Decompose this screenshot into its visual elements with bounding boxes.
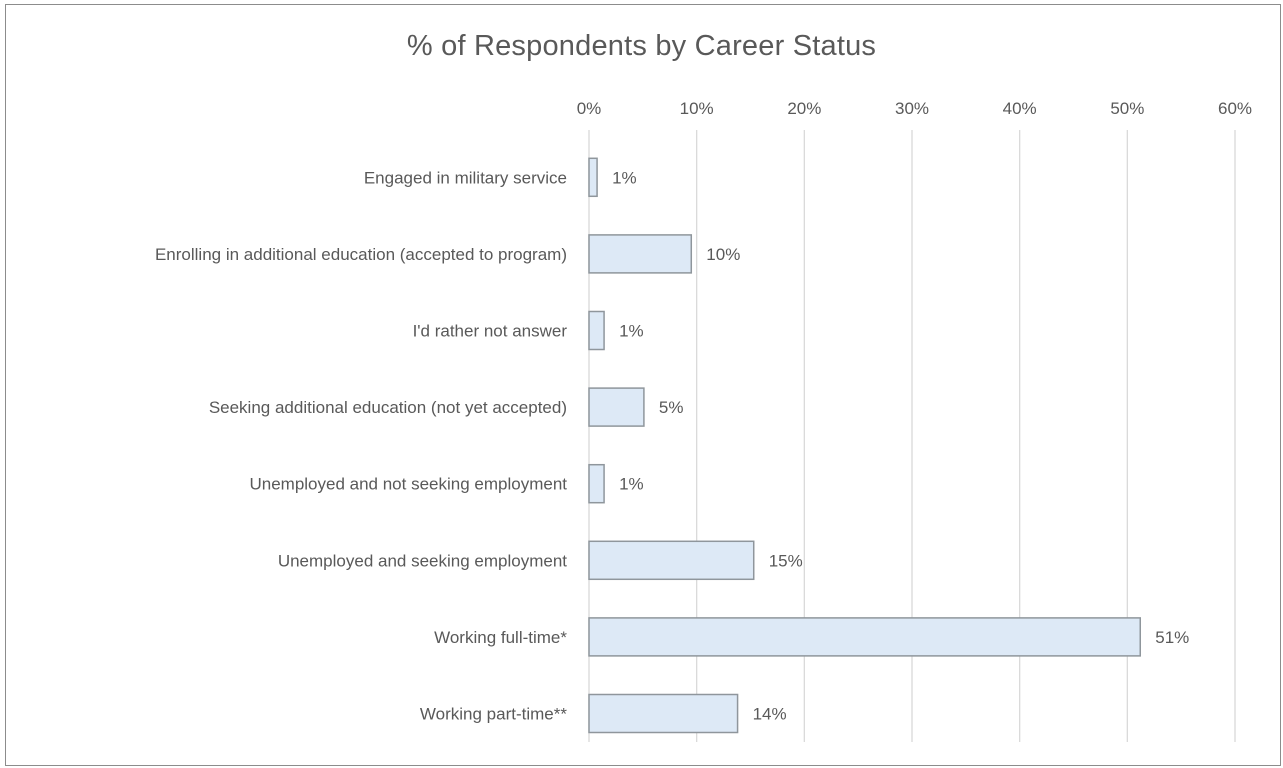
x-tick-label: 10% bbox=[680, 99, 714, 118]
category-label: Working part-time** bbox=[420, 705, 567, 724]
bar bbox=[588, 463, 605, 504]
bar bbox=[588, 157, 598, 198]
category-label: Seeking additional education (not yet ac… bbox=[209, 398, 567, 417]
x-tick-label: 0% bbox=[577, 99, 602, 118]
bar bbox=[588, 617, 1142, 657]
x-tick-label: 50% bbox=[1110, 99, 1144, 118]
x-tick-label: 40% bbox=[1003, 99, 1037, 118]
category-label: Enrolling in additional education (accep… bbox=[155, 245, 567, 264]
category-label: I'd rather not answer bbox=[413, 322, 568, 341]
category-label: Unemployed and seeking employment bbox=[278, 551, 567, 570]
chart-title: % of Respondents by Career Status bbox=[406, 30, 877, 62]
x-tick-label: 60% bbox=[1218, 99, 1252, 118]
data-label: 1% bbox=[612, 168, 637, 187]
bar bbox=[588, 234, 693, 274]
data-label: 5% bbox=[659, 398, 684, 417]
data-label: 15% bbox=[769, 551, 803, 570]
category-label: Unemployed and not seeking employment bbox=[249, 475, 567, 494]
bar bbox=[588, 693, 739, 734]
category-labels: Engaged in military service Enrolling in … bbox=[155, 168, 567, 723]
data-label: 51% bbox=[1155, 628, 1189, 647]
bar bbox=[588, 540, 755, 581]
data-label: 1% bbox=[619, 475, 644, 494]
x-tick-label: 20% bbox=[787, 99, 821, 118]
data-label: 14% bbox=[753, 705, 787, 724]
bars bbox=[588, 157, 1142, 734]
x-axis-ticks: 0% 10% 20% 30% 40% 50% 60% bbox=[577, 99, 1252, 118]
bar bbox=[588, 310, 605, 351]
x-tick-label: 30% bbox=[895, 99, 929, 118]
category-label: Engaged in military service bbox=[364, 168, 567, 187]
data-labels: 1% 10% 1% 5% 1% 15% 51% 14% bbox=[612, 168, 1189, 723]
data-label: 10% bbox=[706, 245, 740, 264]
data-label: 1% bbox=[619, 322, 644, 341]
bar bbox=[588, 387, 645, 427]
category-label: Working full-time* bbox=[434, 628, 567, 647]
